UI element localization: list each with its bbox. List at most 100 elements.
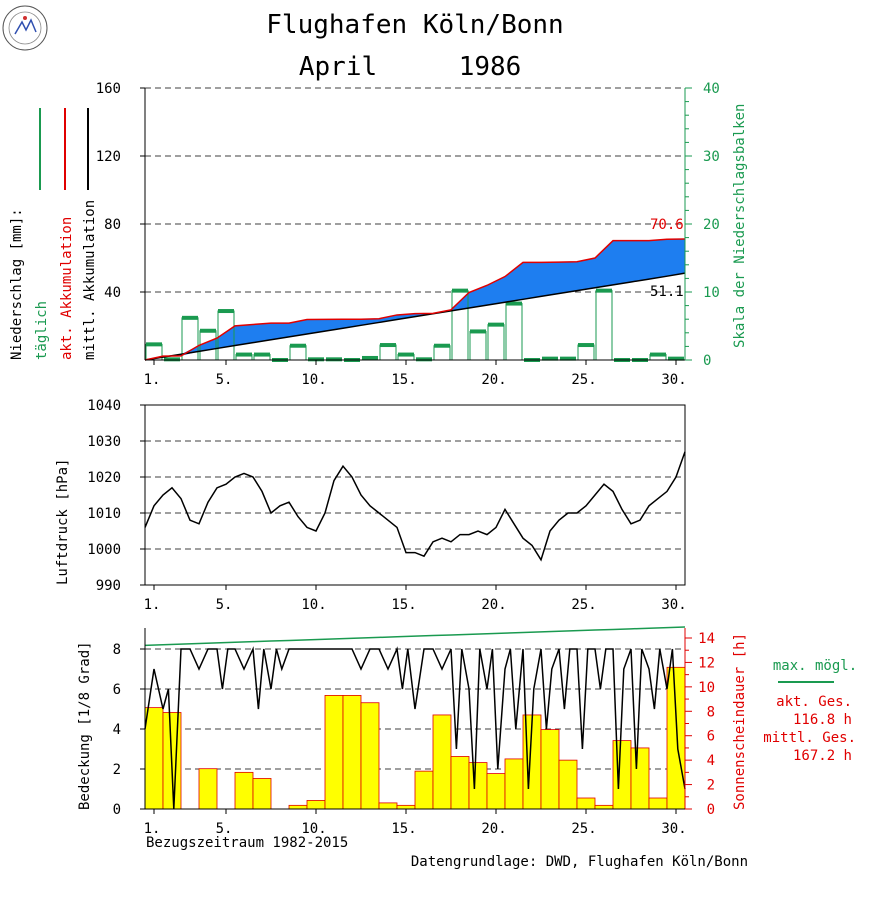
y-right-tick-label: 20 — [703, 217, 720, 233]
y-right-tick-label: 0 — [707, 802, 715, 818]
cloud-cover-line — [144, 646, 686, 810]
cloud-ylabel: Bedeckung [1/8 Grad] — [77, 641, 93, 810]
y-tick-label: 40 — [104, 285, 121, 301]
y-tick-label: 80 — [104, 217, 121, 233]
legend-max-possible: max. mögl. — [773, 658, 857, 674]
y-right-tick-label: 8 — [707, 704, 715, 720]
precipitation-panel: 160 120 80 40 40 30 20 10 0 1. 5. 10. 15. 20. 25. 30.… — [9, 81, 748, 388]
y-tick-label: 1010 — [87, 506, 121, 522]
precip-bar — [505, 303, 523, 361]
y-tick-label: 1020 — [87, 470, 121, 486]
precip-bar — [469, 330, 487, 361]
chart-title: Flughafen Köln/Bonn — [266, 10, 563, 40]
precip-bar — [595, 290, 613, 361]
dwd-logo — [2, 5, 48, 51]
sunshine-bar — [612, 740, 632, 810]
chart-title-year: 1986 — [459, 52, 522, 82]
sunshine-bar — [504, 758, 524, 810]
y-tick-label: 990 — [96, 578, 121, 594]
sunshine-bar — [486, 773, 506, 810]
x-tick-label: 25. — [571, 821, 596, 837]
y-tick-label: 160 — [96, 81, 121, 97]
precip-bar — [577, 344, 595, 361]
cloud-left-ticks: 8 6 4 2 0 — [113, 642, 145, 818]
y-tick-label: 8 — [113, 642, 121, 658]
y-right-tick-label: 2 — [707, 778, 715, 794]
sunshine-bar — [360, 702, 380, 810]
precip-right-ticks: 40 30 20 10 0 — [685, 81, 720, 369]
cloud-x-ticks: 1. 5. 10. 15. 20. 25. 30. — [144, 809, 687, 837]
x-tick-label: 20. — [481, 821, 506, 837]
y-tick-label: 1000 — [87, 542, 121, 558]
y-tick-label: 1040 — [87, 398, 121, 414]
y-tick-label: 120 — [96, 149, 121, 165]
precip-bar — [379, 344, 397, 361]
cloud-sunshine-panel: 8 6 4 2 0 14 12 10 8 6 4 2 0 1. 5. 10. 15. 20. 25. 30. Be… — [77, 626, 857, 837]
y-tick-label: 1030 — [87, 434, 121, 450]
y-tick-label: 6 — [113, 682, 121, 698]
sunshine-bar — [144, 707, 164, 810]
sunshine-bar — [342, 695, 362, 810]
x-tick-label: 15. — [391, 597, 416, 613]
sunshine-bar — [198, 768, 218, 810]
y-tick-label: 4 — [113, 722, 121, 738]
sunshine-bar — [252, 778, 272, 810]
x-tick-label: 30. — [661, 821, 686, 837]
pressure-ylabel: Luftdruck [hPa] — [55, 459, 71, 585]
x-tick-label: 1. — [144, 372, 161, 388]
data-source: Datengrundlage: DWD, Flughafen Köln/Bonn — [411, 854, 748, 870]
y-tick-label: 0 — [113, 802, 121, 818]
label-mean-accum: 51.1 — [650, 284, 684, 300]
precip-bar — [487, 324, 505, 361]
x-tick-label: 15. — [391, 821, 416, 837]
y-right-tick-label: 12 — [698, 655, 715, 671]
y-right-tick-label: 14 — [698, 631, 715, 647]
sunshine-bar — [468, 762, 488, 810]
x-tick-label: 10. — [301, 372, 326, 388]
y-right-tick-label: 4 — [707, 753, 715, 769]
sunshine-bar — [378, 802, 398, 810]
actual-accumulation-line — [144, 238, 686, 361]
sunshine-bar — [234, 771, 254, 810]
pressure-x-ticks: 1. 5. 10. 15. 20. 25. 30. — [144, 585, 687, 613]
x-tick-label: 10. — [301, 821, 326, 837]
sunshine-bar — [450, 756, 470, 810]
sunshine-bar — [306, 800, 326, 810]
x-tick-label: 5. — [216, 821, 233, 837]
x-tick-label: 25. — [571, 372, 596, 388]
precipitation-gridlines — [145, 87, 685, 293]
x-tick-label: 25. — [571, 597, 596, 613]
sunshine-bars — [144, 666, 686, 810]
precip-left-ticks: 160 120 80 40 — [96, 81, 145, 301]
sunshine-ylabel: Sonnenscheindauer [h] — [732, 633, 748, 810]
y-right-tick-label: 0 — [703, 353, 711, 369]
mean-accumulation-line — [144, 272, 686, 361]
x-tick-label: 20. — [481, 372, 506, 388]
sunshine-right-ticks: 14 12 10 8 6 4 2 0 — [685, 631, 715, 818]
x-tick-label: 1. — [144, 821, 161, 837]
pressure-frame — [144, 404, 686, 586]
sunshine-bar — [288, 804, 308, 810]
pressure-line — [144, 451, 686, 562]
accumulation-difference-area — [145, 238, 685, 360]
sunshine-bar — [324, 695, 344, 810]
sunshine-bar — [666, 666, 686, 810]
sunshine-bar — [594, 804, 614, 810]
y-right-tick-label: 40 — [703, 81, 720, 97]
precip-x-ticks: 1. 5. 10. 15. 20. 25. 30. — [144, 360, 687, 388]
legend-mean-accum: mittl. Akkumulation — [82, 200, 98, 360]
sunshine-bar — [396, 804, 416, 810]
label-actual-total: akt. Ges. — [776, 694, 852, 710]
x-tick-label: 15. — [391, 372, 416, 388]
daily-precipitation-bars — [145, 288, 684, 362]
sunshine-bar — [432, 714, 452, 810]
y-tick-label: 2 — [113, 762, 121, 778]
precip-bar — [289, 345, 307, 361]
value-mean-total: 167.2 h — [793, 748, 852, 764]
precip-ylabel: Niederschlag [mm]: — [9, 208, 25, 360]
precip-right-ylabel: Skala der Niederschlagsbalken — [732, 104, 748, 348]
x-tick-label: 10. — [301, 597, 326, 613]
reference-period: Bezugszeitraum 1982-2015 — [146, 835, 348, 851]
precip-bar — [433, 345, 451, 361]
